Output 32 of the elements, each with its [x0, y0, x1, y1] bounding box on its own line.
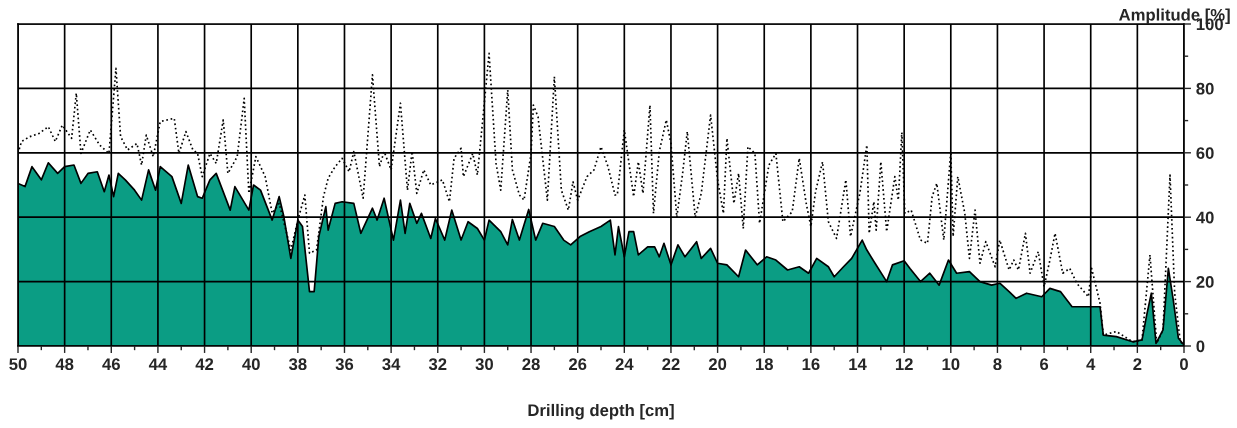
x-tick-label: 4 [1086, 358, 1096, 370]
y-tick-label: 80 [1196, 82, 1214, 95]
y-tick-label: 20 [1196, 276, 1214, 288]
x-tick-label: 18 [756, 358, 773, 371]
x-tick-label: 20 [708, 358, 727, 371]
x-tick-label: 34 [382, 358, 401, 371]
x-tick-label: 40 [242, 358, 260, 371]
y-tick-label: 60 [1196, 147, 1214, 159]
x-tick-label: 26 [568, 358, 587, 371]
y-tick-label: 40 [1196, 211, 1214, 224]
x-tick-label: 0 [1180, 358, 1188, 371]
x-tick-label: 6 [1040, 358, 1049, 371]
x-tick-label: 44 [148, 358, 168, 370]
y-tick-label: 0 [1196, 340, 1205, 353]
x-tick-label: 2 [1133, 358, 1142, 370]
x-tick-label: 30 [475, 358, 493, 371]
x-tick-label: 12 [895, 358, 913, 370]
x-axis-title: Drilling depth [cm] [528, 403, 674, 420]
x-tick-label: 24 [615, 358, 634, 370]
x-tick-label: 14 [849, 358, 867, 370]
x-tick-label: 32 [428, 358, 447, 371]
x-tick-label: 36 [335, 358, 354, 371]
x-tick-label: 42 [195, 358, 214, 370]
x-tick-label: 28 [522, 358, 540, 371]
x-tick-label: 50 [9, 358, 27, 371]
x-tick-label: 38 [288, 358, 307, 371]
x-tick-label: 10 [942, 358, 960, 371]
x-tick-label: 22 [662, 358, 680, 370]
x-tick-label: 16 [802, 358, 820, 371]
x-tick-label: 8 [993, 358, 1002, 371]
x-tick-label: 48 [55, 358, 74, 371]
x-tick-label: 46 [102, 358, 120, 371]
